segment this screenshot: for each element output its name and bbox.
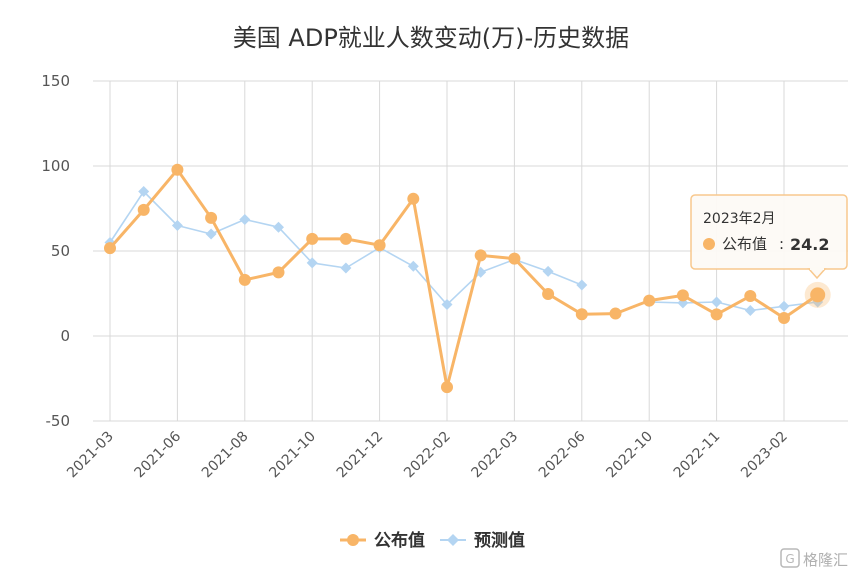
chart-grid (93, 80, 848, 422)
y-tick-label: 150 (41, 72, 70, 90)
data-point[interactable] (542, 265, 554, 277)
tooltip-pointer (807, 268, 827, 280)
data-point[interactable] (542, 288, 555, 301)
tooltip-series-dot (703, 238, 715, 250)
data-point[interactable] (744, 290, 757, 303)
chart-title: 美国 ADP就业人数变动(万)-历史数据 (233, 24, 629, 52)
data-point[interactable] (138, 186, 150, 197)
data-point[interactable] (609, 307, 622, 320)
tooltip-date: 2023年2月 (703, 211, 776, 227)
series-actual[interactable] (104, 163, 831, 394)
data-point[interactable] (205, 211, 218, 224)
data-point[interactable] (306, 232, 319, 245)
x-axis-ticks: 2021-03 2021-06 2021-08 2021-10 2021-12 2022-… (64, 428, 791, 481)
data-point[interactable] (373, 239, 386, 252)
highlight-point[interactable] (810, 287, 826, 303)
data-point[interactable] (238, 273, 251, 286)
y-tick-label: 50 (51, 242, 70, 260)
data-point[interactable] (508, 252, 521, 265)
chart-tooltip: 2023年2月 公布值 : 24.2 (690, 194, 848, 280)
x-tick-label: 2021-03 (64, 429, 117, 482)
data-point[interactable] (171, 163, 184, 176)
data-point[interactable] (711, 296, 723, 308)
data-point[interactable] (171, 220, 183, 231)
data-point[interactable] (744, 305, 756, 316)
svg-text:G: G (785, 552, 794, 566)
y-tick-label: 0 (60, 327, 70, 345)
x-tick-label: 2021-10 (266, 429, 319, 482)
x-tick-label: 2022-02 (401, 429, 454, 482)
series-line (108, 168, 819, 389)
legend-item-actual[interactable]: 公布值 (340, 530, 425, 551)
legend-actual-marker (347, 534, 359, 546)
legend-forecast-label: 预测值 (474, 530, 525, 551)
data-point[interactable] (137, 203, 150, 216)
x-tick-label: 2022-06 (536, 428, 589, 481)
data-point[interactable] (676, 289, 689, 302)
legend-forecast-marker (447, 534, 459, 546)
data-point[interactable] (407, 192, 420, 205)
legend-actual-label: 公布值 (374, 530, 425, 551)
chart-legend: 公布值 预测值 (340, 530, 525, 551)
x-tick-label: 2021-12 (334, 429, 387, 482)
x-tick-label: 2022-03 (469, 429, 522, 482)
data-point[interactable] (441, 381, 453, 394)
data-point[interactable] (205, 228, 217, 240)
data-point[interactable] (239, 214, 251, 226)
x-tick-label: 2021-06 (132, 428, 185, 481)
y-tick-label: -50 (46, 412, 71, 430)
data-point[interactable] (710, 308, 723, 321)
tooltip-series-name: 公布值 (722, 235, 767, 253)
data-point[interactable] (273, 221, 284, 233)
legend-item-forecast[interactable]: 预测值 (440, 530, 525, 551)
data-point[interactable] (575, 308, 588, 321)
watermark-text: 格隆汇 (803, 551, 848, 569)
tooltip-pointer-mask (810, 267, 824, 270)
data-point[interactable] (340, 262, 352, 274)
data-point[interactable] (778, 311, 790, 324)
watermark: G 格隆汇 (780, 548, 848, 569)
y-tick-label: 100 (41, 157, 70, 175)
tooltip-colon: : (779, 235, 784, 253)
data-point[interactable] (441, 299, 453, 311)
tooltip-box (690, 194, 848, 270)
data-point[interactable] (474, 249, 487, 262)
data-point[interactable] (339, 232, 352, 245)
x-tick-label: 2021-08 (199, 429, 252, 482)
x-tick-label: 2022-10 (603, 429, 656, 482)
data-point[interactable] (272, 266, 285, 279)
data-point[interactable] (306, 257, 318, 269)
data-point[interactable] (643, 294, 656, 307)
glh-logo-icon: G (780, 548, 800, 568)
data-point[interactable] (778, 300, 790, 312)
data-point[interactable] (576, 279, 588, 291)
y-axis-ticks: -50 0 50 100 150 (41, 72, 70, 430)
tooltip-value: 24.2 (790, 235, 829, 254)
data-point[interactable] (104, 242, 116, 255)
data-point[interactable] (407, 260, 419, 272)
x-tick-label: 2022-11 (671, 429, 724, 482)
x-tick-label: 2023-02 (738, 429, 791, 482)
